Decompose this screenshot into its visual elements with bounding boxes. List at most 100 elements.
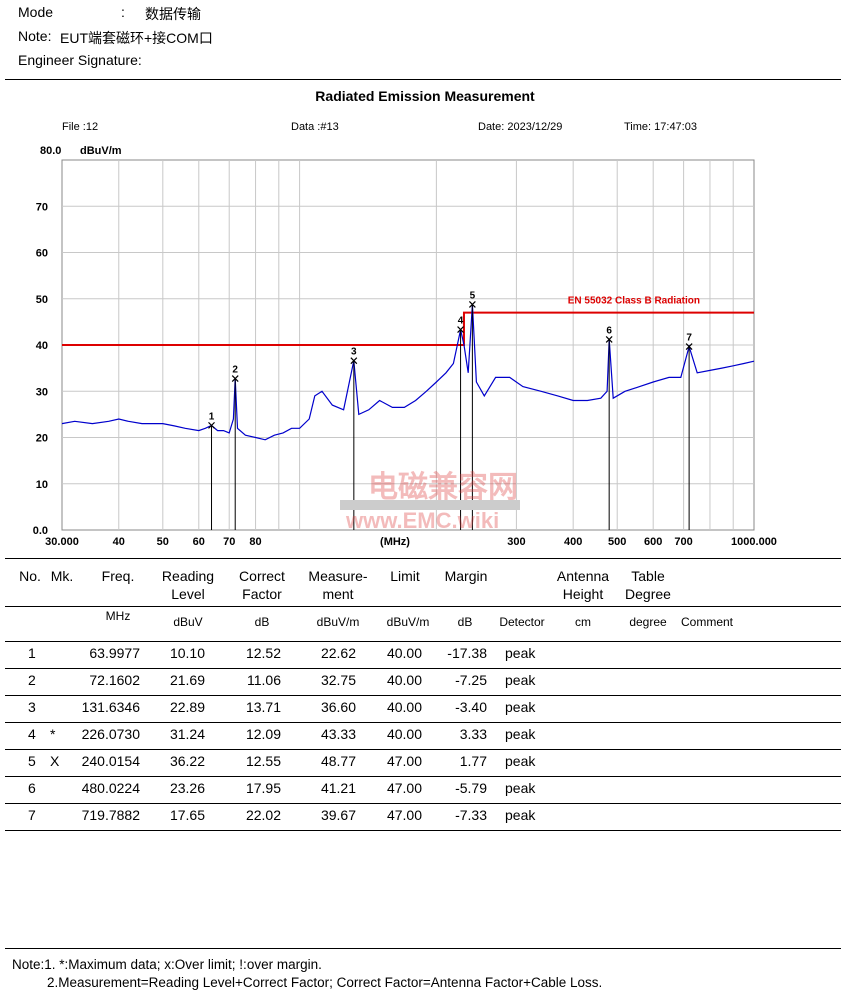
row-detector: peak bbox=[505, 699, 536, 715]
row-limit: 40.00 bbox=[386, 726, 422, 742]
x-tick-label: 500 bbox=[608, 536, 626, 548]
watermark-cn: 电磁兼容网 bbox=[368, 471, 518, 504]
unit-label: Comment bbox=[680, 615, 733, 629]
marker-label: 7 bbox=[686, 333, 692, 344]
row-reading: 10.10 bbox=[169, 645, 205, 661]
row-factor: 22.02 bbox=[245, 807, 281, 823]
row-freq: 240.0154 bbox=[81, 753, 140, 769]
row-rule bbox=[5, 749, 841, 750]
column-header: Measure- ment bbox=[308, 568, 368, 602]
row-detector: peak bbox=[505, 807, 536, 823]
row-margin: -7.25 bbox=[455, 672, 487, 688]
y-tick-label: 60 bbox=[36, 248, 48, 260]
marker-x bbox=[605, 335, 613, 343]
note-line-2: 2.Measurement=Reading Level+Correct Fact… bbox=[47, 975, 603, 990]
row-factor: 12.52 bbox=[245, 645, 281, 661]
marker-label: 6 bbox=[606, 325, 612, 336]
column-header: Reading Level bbox=[161, 568, 215, 602]
y-tick-label: 30 bbox=[36, 386, 48, 398]
row-reading: 22.89 bbox=[169, 699, 205, 715]
y-tick-label: 0.0 bbox=[33, 525, 48, 537]
x-tick-label: 40 bbox=[113, 536, 125, 548]
row-margin: -7.33 bbox=[455, 807, 487, 823]
y-top-label: 80.0 bbox=[40, 145, 61, 157]
mode-value: 数据传输 bbox=[145, 6, 201, 22]
row-limit: 47.00 bbox=[386, 753, 422, 769]
marker-group: 1 2 3 4 5 6 7 bbox=[208, 290, 693, 530]
row-measurement: 48.77 bbox=[320, 753, 356, 769]
watermark-bar bbox=[340, 500, 520, 510]
column-header: Table Degree bbox=[625, 568, 671, 602]
time-label: Time: 17:47:03 bbox=[624, 121, 697, 133]
row-measurement: 36.60 bbox=[320, 699, 356, 715]
trace-line bbox=[61, 304, 755, 441]
row-margin: 1.77 bbox=[459, 753, 487, 769]
row-freq: 131.6346 bbox=[81, 699, 140, 715]
note-label: Note: bbox=[18, 28, 52, 44]
column-header: Margin bbox=[444, 568, 488, 584]
column-header: Freq. bbox=[101, 568, 135, 584]
row-measurement: 22.62 bbox=[320, 645, 356, 661]
marker-label: 1 bbox=[209, 411, 215, 422]
row-number: 3 bbox=[28, 699, 36, 715]
marker-label: 2 bbox=[232, 365, 238, 376]
x-axis-unit: (MHz) bbox=[380, 536, 410, 548]
row-reading: 31.24 bbox=[169, 726, 205, 742]
column-header: Antenna Height bbox=[556, 568, 610, 602]
notes-rule bbox=[5, 948, 841, 949]
row-detector: peak bbox=[505, 753, 536, 769]
row-rule bbox=[5, 830, 841, 831]
marker-x bbox=[231, 375, 239, 382]
row-margin: -17.38 bbox=[447, 645, 487, 661]
marker-x bbox=[468, 301, 476, 308]
column-header: Mk. bbox=[50, 568, 74, 584]
row-detector: peak bbox=[505, 672, 536, 688]
row-number: 1 bbox=[28, 645, 36, 661]
trace-series bbox=[61, 304, 755, 441]
unit-label: dBuV/m bbox=[316, 615, 360, 629]
limit-path bbox=[62, 311, 754, 346]
row-reading: 23.26 bbox=[169, 780, 205, 796]
row-freq: 226.0730 bbox=[81, 726, 140, 742]
x-tick-label: 1000.000 bbox=[731, 536, 777, 548]
row-measurement: 41.21 bbox=[320, 780, 356, 796]
row-margin: 3.33 bbox=[459, 726, 487, 742]
table-top-rule bbox=[5, 558, 841, 559]
row-measurement: 39.67 bbox=[320, 807, 356, 823]
watermark-url: www.EMC.wiki bbox=[346, 508, 500, 533]
row-factor: 17.95 bbox=[245, 780, 281, 796]
file-label: File :12 bbox=[62, 121, 99, 133]
marker-x bbox=[350, 357, 358, 365]
header-divider bbox=[5, 79, 841, 80]
unit-label: dBuV/m bbox=[386, 615, 430, 629]
row-freq: 480.0224 bbox=[81, 780, 140, 796]
mode-label: Mode bbox=[18, 4, 54, 20]
row-margin: -5.79 bbox=[455, 780, 487, 796]
row-freq: 63.9977 bbox=[89, 645, 140, 661]
unit-label: cm bbox=[575, 615, 591, 629]
row-limit: 40.00 bbox=[386, 699, 422, 715]
row-rule bbox=[5, 668, 841, 669]
marker-label: 5 bbox=[470, 290, 476, 301]
unit-label: Detector bbox=[499, 615, 545, 629]
limit-line: EN 55032 Class B Radiation bbox=[62, 296, 754, 346]
row-detector: peak bbox=[505, 726, 536, 742]
report-title: Radiated Emission Measurement bbox=[315, 88, 535, 104]
row-limit: 47.00 bbox=[386, 780, 422, 796]
row-number: 5 bbox=[28, 753, 36, 769]
unit-label: dBuV bbox=[173, 615, 203, 629]
x-tick-label: 600 bbox=[644, 536, 662, 548]
x-tick-label: 700 bbox=[674, 536, 692, 548]
column-header: Limit bbox=[390, 568, 420, 584]
row-factor: 12.09 bbox=[245, 726, 281, 742]
unit-label: degree bbox=[629, 615, 667, 629]
marker-label: 3 bbox=[351, 347, 357, 358]
row-number: 7 bbox=[28, 807, 36, 823]
unit-label: dB bbox=[254, 615, 270, 629]
data-label: Data :#13 bbox=[291, 121, 339, 133]
row-rule bbox=[5, 722, 841, 723]
limit-name-label: EN 55032 Class B Radiation bbox=[568, 296, 700, 307]
x-tick-label: 60 bbox=[193, 536, 205, 548]
row-factor: 12.55 bbox=[245, 753, 281, 769]
row-factor: 13.71 bbox=[245, 699, 281, 715]
